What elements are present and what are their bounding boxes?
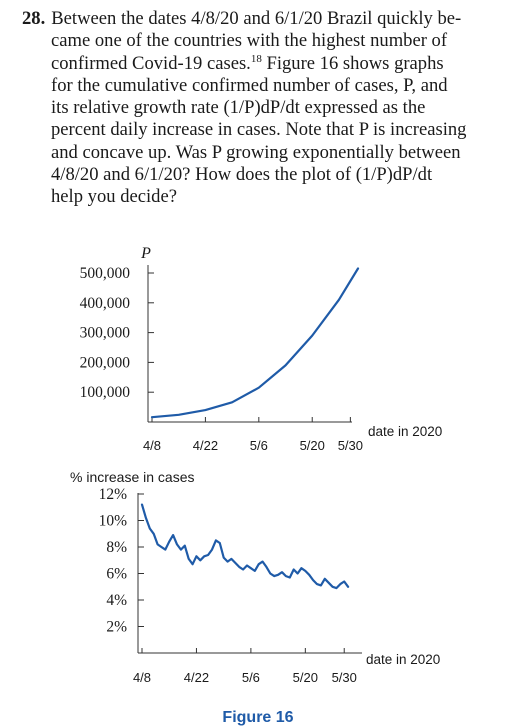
y-tick-label: 500,000 <box>80 265 131 282</box>
y-tick-label: 100,000 <box>80 384 131 401</box>
x-tick-label: 5/6 <box>250 438 268 453</box>
x-tick-label: 5/30 <box>332 670 357 685</box>
y-axis-label: P <box>140 245 151 262</box>
y-tick-label: 400,000 <box>80 295 131 312</box>
x-axis-label: date in 2020 <box>368 424 442 439</box>
y-tick-label: 10% <box>99 513 128 530</box>
problem-line-2: came one of the countries with the highe… <box>51 30 448 52</box>
problem-line-5: its relative growth rate (1/P)dP/dt expr… <box>51 97 426 119</box>
problem-line-9: help you decide? <box>51 186 177 208</box>
figure-caption: Figure 16 <box>222 709 293 726</box>
y-tick-label: 200,000 <box>80 354 131 371</box>
x-tick-label: 5/30 <box>338 438 363 453</box>
problem-text: 28. Between the dates 4/8/20 and 6/1/20 B… <box>22 8 498 209</box>
series-line <box>140 503 350 590</box>
problem-line-8: 4/8/20 and 6/1/20? How does the plot of … <box>51 164 433 186</box>
y-tick-label: 12% <box>99 486 128 503</box>
chart-percent-increase: % increase in cases 2% 4% 6% 8% 10% 12% 4/8 4/22… <box>70 469 440 685</box>
x-tick-label: 5/20 <box>293 670 318 685</box>
series-line <box>150 267 360 419</box>
chart-cumulative-cases: P 100,000 200,000 300,000 400,000 500,000 4/8 4… <box>80 245 443 453</box>
x-tick-label: 5/6 <box>242 670 260 685</box>
problem-line-4: for the cumulative confirmed number of c… <box>51 74 448 96</box>
y-tick-label: 8% <box>106 539 127 556</box>
x-tick-label: 4/22 <box>184 670 209 685</box>
y-tick-label: 6% <box>106 566 127 583</box>
y-tick-label: 2% <box>106 619 127 636</box>
x-axis-label: date in 2020 <box>366 652 440 667</box>
problem-line-6: percent daily increase in cases. Note th… <box>51 119 467 141</box>
problem-line-7: and concave up. Was P growing exponentia… <box>51 141 461 163</box>
x-tick-label: 4/8 <box>133 670 151 685</box>
footnote-marker: 18 <box>250 52 262 65</box>
x-tick-label: 4/22 <box>193 438 218 453</box>
y-tick-label: 4% <box>106 592 127 609</box>
problem-line-1: 28. Between the dates 4/8/20 and 6/1/20 B… <box>22 8 462 29</box>
y-tick-label: 300,000 <box>80 325 131 342</box>
y-axis-label: % increase in cases <box>70 469 195 485</box>
x-tick-label: 5/20 <box>300 438 325 453</box>
problem-line-3: confirmed Covid-19 cases.18 Figure 16 sh… <box>51 52 444 74</box>
problem-number: 28. <box>22 8 46 29</box>
x-tick-label: 4/8 <box>143 438 161 453</box>
